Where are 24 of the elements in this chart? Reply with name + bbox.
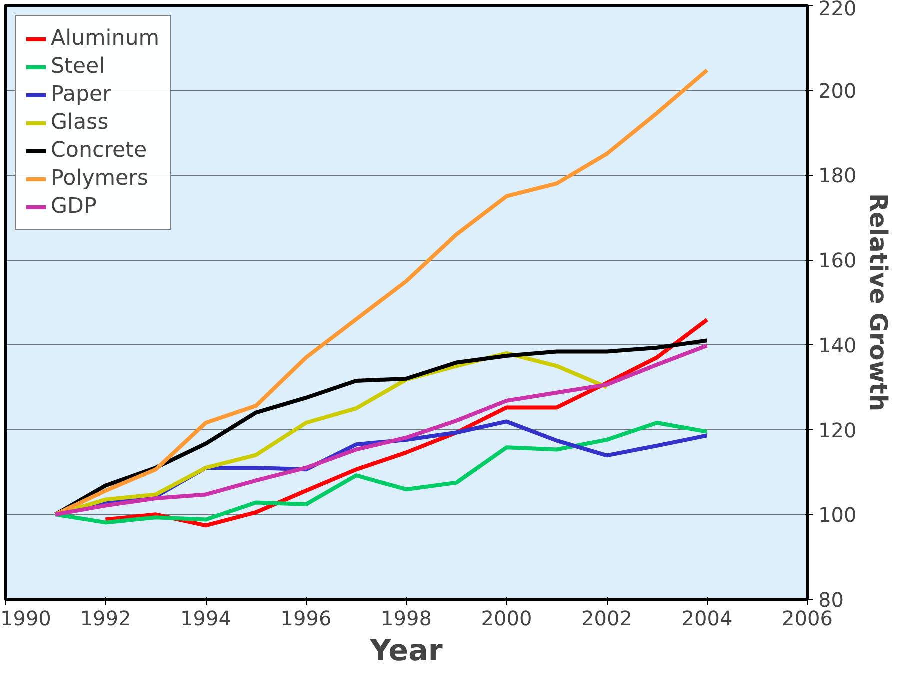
y-tick-label: 220 — [818, 0, 857, 20]
y-tick-label: 200 — [818, 78, 857, 103]
legend-label: Polymers — [51, 166, 148, 191]
y-tick-label: 180 — [818, 164, 857, 188]
x-tick-label: 2002 — [582, 606, 632, 630]
legend-label: Steel — [51, 54, 106, 79]
y-tick-label: 140 — [818, 333, 857, 358]
legend-label: Paper — [51, 82, 112, 107]
y-tick-label: 160 — [818, 248, 857, 273]
x-tick-label: 2004 — [682, 606, 733, 630]
legend-label: Aluminum — [51, 26, 160, 51]
y-tick-label: 100 — [818, 503, 857, 528]
x-tick-label: 1992 — [80, 606, 132, 630]
x-tick-label: 1998 — [381, 606, 432, 630]
y-axis-title: Relative Growth — [864, 194, 893, 412]
y-tick-label: 120 — [818, 418, 857, 442]
x-axis-title: Year — [369, 634, 444, 668]
x-tick-label: 1996 — [280, 606, 332, 630]
legend-label: Glass — [51, 110, 109, 135]
legend-label: Concrete — [51, 138, 148, 163]
x-tick-label: 2000 — [481, 606, 532, 630]
x-tick-label: 1990 — [0, 606, 52, 630]
x-tick-label: 1994 — [180, 606, 232, 630]
legend-label: GDP — [51, 194, 97, 219]
